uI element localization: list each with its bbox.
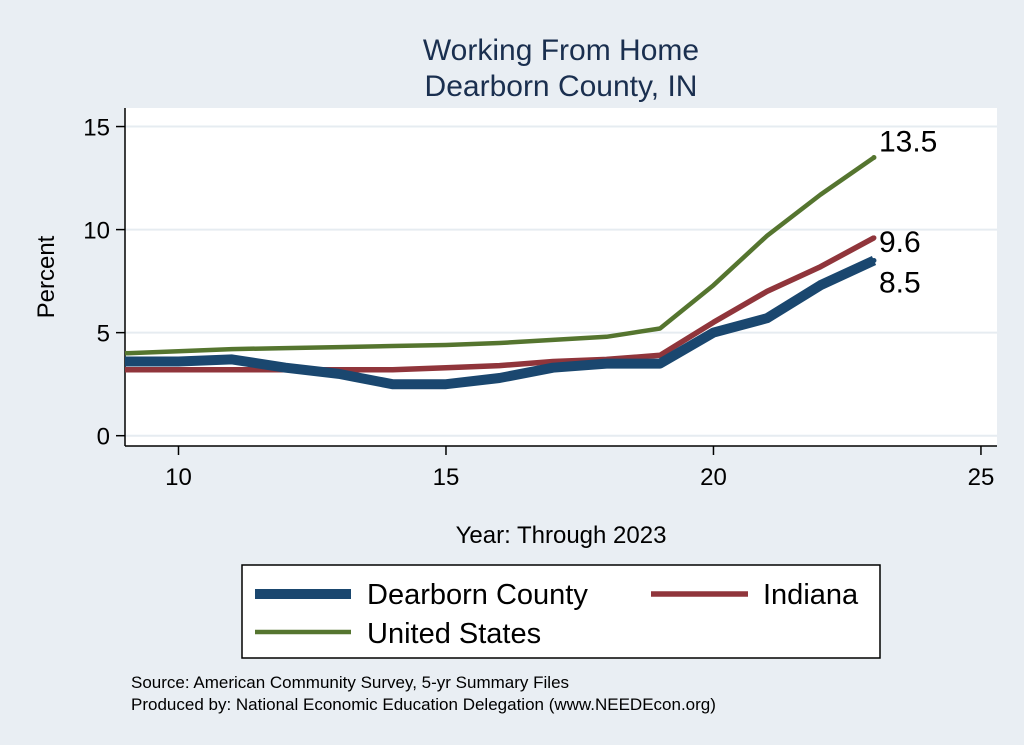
x-axis-title: Year: Through 2023 [456,522,667,549]
x-tick-label-10: 10 [165,464,192,491]
x-tick-label-15: 15 [433,464,460,491]
x-tick-label-20: 20 [700,464,727,491]
legend-label-united-states: United States [367,618,541,650]
end-point-indiana [871,235,877,241]
plot-area [125,108,997,446]
series-lines [124,154,877,390]
series-line-united-states [124,155,876,356]
grid-lines [125,125,997,437]
series-line-indiana [125,235,876,373]
chart-title-line-1: Working From Home [423,34,699,67]
end-labels: 8.5 9.6 13.5 [879,125,937,299]
source-note: Source: American Community Survey, 5-yr … [131,673,569,692]
legend-box [241,564,881,659]
end-point-united-states [871,154,877,160]
axes: 0 5 10 15 10 15 20 25 [83,108,997,491]
legend-label-dearborn-county: Dearborn County [367,579,588,611]
chart-title-line-2: Dearborn County, IN [425,70,698,103]
legend: Dearborn County Indiana United States [255,579,859,650]
y-tick-label-15: 15 [83,115,110,142]
x-tick-label-25: 25 [968,464,995,491]
y-axis-title: Percent [33,235,60,318]
end-label-dearborn-county: 8.5 [879,267,921,300]
y-tick-label-5: 5 [97,321,110,348]
end-point-dearborn-county [871,258,877,264]
legend-label-indiana: Indiana [763,579,859,611]
series-line-dearborn-county [125,255,877,390]
produced-by-note: Produced by: National Economic Education… [131,695,716,714]
y-tick-label-0: 0 [97,424,110,451]
end-label-united-states: 13.5 [879,125,937,158]
y-tick-label-10: 10 [83,218,110,245]
end-label-indiana: 9.6 [879,226,921,259]
